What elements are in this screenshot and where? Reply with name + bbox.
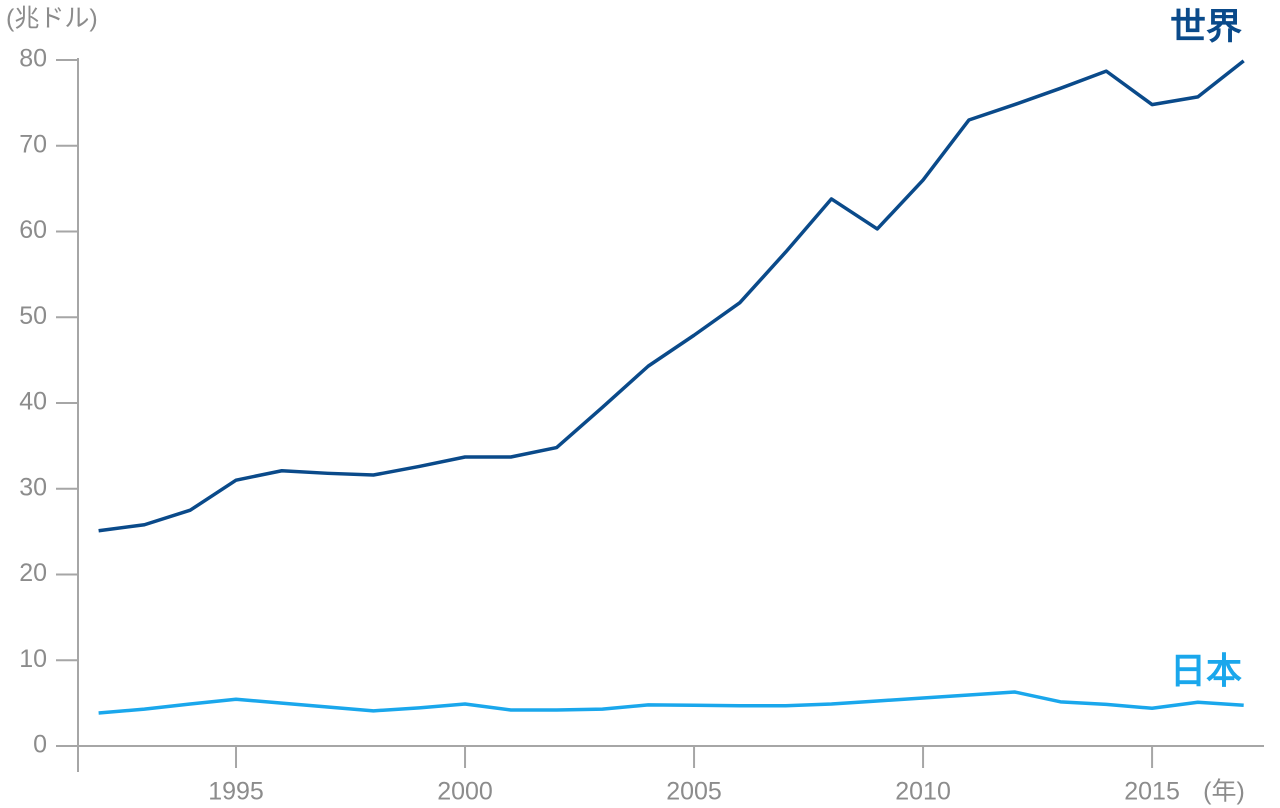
x-tick-label: 2015	[1124, 778, 1180, 806]
series-label: 日本	[1170, 650, 1242, 691]
y-tick-label: 60	[19, 216, 47, 244]
y-tick-label: 80	[19, 45, 47, 73]
x-tick-label: 1995	[208, 778, 264, 806]
series-label: 世界	[1170, 5, 1242, 46]
series-line	[98, 690, 1244, 715]
x-tick-label: 2005	[666, 778, 722, 806]
y-tick-label: 0	[33, 731, 47, 759]
y-axis-label: (兆ドル)	[6, 5, 98, 33]
x-tick-label: 2000	[437, 778, 493, 806]
y-tick-label: 40	[19, 388, 47, 416]
y-tick-label: 30	[19, 473, 47, 501]
x-tick-label: 2010	[895, 778, 951, 806]
y-tick-label: 50	[19, 302, 47, 330]
y-tick-label: 10	[19, 645, 47, 673]
y-tick-label: 70	[19, 130, 47, 158]
y-tick-label: 20	[19, 559, 47, 587]
x-axis-label: (年)	[1203, 778, 1245, 806]
series-line	[98, 59, 1245, 533]
